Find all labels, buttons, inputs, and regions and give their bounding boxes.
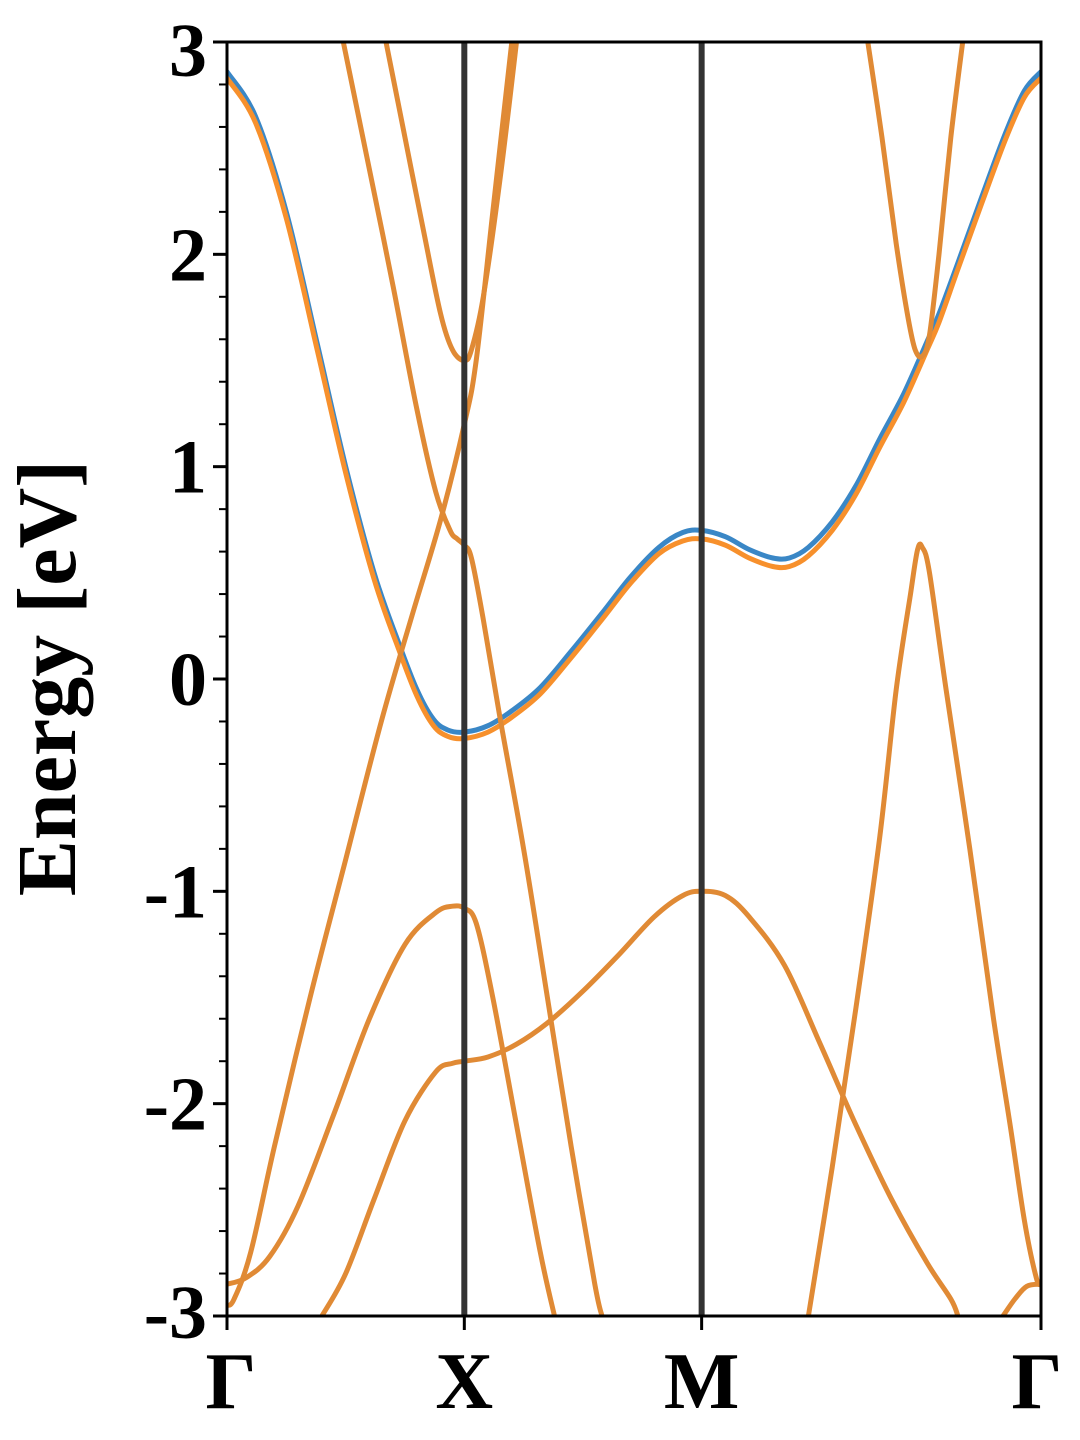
y-tick-label: 3	[169, 9, 207, 93]
x-tick-label: Γ	[206, 1338, 257, 1426]
x-tick-label: M	[664, 1338, 740, 1426]
y-tick-label: -3	[144, 1271, 207, 1355]
y-tick-label: -1	[144, 850, 207, 934]
x-tick-label: X	[435, 1338, 493, 1426]
y-tick-label: 0	[169, 638, 207, 722]
band-line-0	[227, 69, 1041, 735]
band-line-1	[227, 75, 1041, 742]
band-line-6	[319, 888, 961, 1316]
band-line-9	[1000, 1281, 1041, 1316]
x-tick-label: Γ	[1012, 1338, 1063, 1426]
band-line-5	[227, 903, 557, 1316]
y-tick-label: 2	[169, 213, 207, 297]
band-line-8	[865, 42, 966, 360]
y-axis-label: Energy [eV]	[1, 460, 94, 896]
y-axis-ticks: -3 -2 -1 0 1 2 3	[144, 9, 227, 1355]
band-line-7	[805, 541, 1041, 1316]
band-line-2	[340, 42, 605, 1316]
band-line-4	[227, 42, 515, 1308]
y-tick-label: -2	[144, 1063, 207, 1147]
band-line-3	[383, 42, 519, 363]
y-tick-label: 1	[169, 426, 207, 510]
plot-frame	[225, 40, 1043, 1318]
band-series-layer	[227, 42, 1041, 1316]
high-symmetry-lines	[461, 42, 705, 1316]
